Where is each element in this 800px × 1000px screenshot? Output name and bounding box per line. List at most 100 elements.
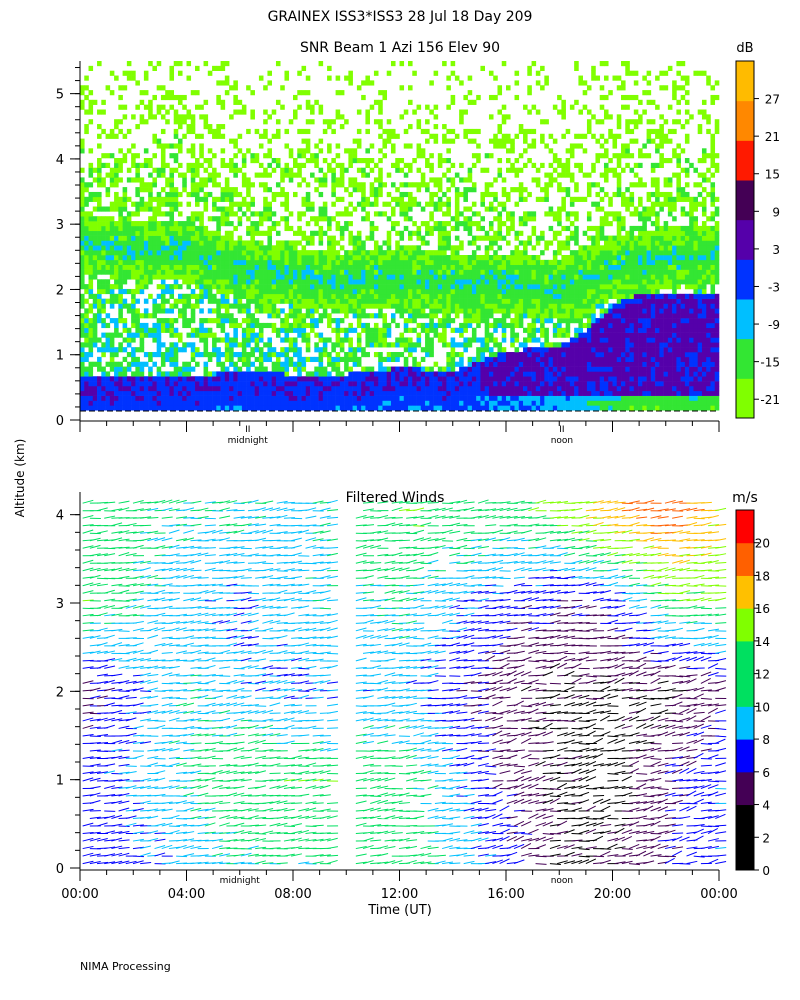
snr-cell	[569, 148, 575, 154]
snr-cell	[182, 114, 187, 120]
snr-cell	[361, 158, 366, 164]
snr-cell	[301, 250, 307, 256]
snr-cell	[561, 109, 566, 115]
snr-cell	[80, 182, 85, 188]
snr-cell	[390, 255, 396, 261]
snr-cell	[271, 303, 277, 309]
snr-cell	[331, 158, 336, 164]
snr-cell	[258, 400, 264, 406]
snr-cell	[531, 211, 537, 217]
snr-cell	[118, 366, 123, 372]
snr-cell	[369, 293, 375, 299]
snr-cell	[565, 288, 571, 295]
snr-cell	[139, 162, 145, 169]
snr-cell	[471, 395, 477, 401]
snr-cell	[412, 347, 417, 353]
snr-cell	[497, 216, 503, 222]
snr-cell	[101, 347, 106, 353]
snr-cell	[173, 143, 179, 149]
snr-cell	[420, 322, 426, 329]
snr-cell	[437, 366, 443, 372]
snr-cell	[506, 308, 511, 314]
snr-cell	[250, 259, 255, 266]
snr-cell	[378, 366, 383, 372]
snr-cell	[446, 274, 451, 280]
snr-cell	[425, 298, 430, 304]
snr-cell	[331, 327, 336, 333]
snr-cell	[173, 94, 179, 101]
snr-cell	[450, 376, 456, 382]
snr-cell	[131, 313, 136, 319]
snr-cell	[348, 288, 353, 295]
snr-cell	[280, 390, 285, 396]
snr-cell	[318, 318, 324, 324]
snr-cell	[561, 279, 566, 285]
snr-cell	[523, 356, 528, 363]
snr-cell	[293, 191, 298, 198]
snr-cell	[506, 85, 511, 91]
snr-cell	[80, 191, 85, 198]
snr-cell	[442, 327, 447, 333]
snr-cell	[220, 293, 226, 299]
snr-cell	[557, 284, 562, 290]
snr-cell	[493, 371, 498, 377]
snr-cell	[156, 230, 162, 236]
snr-cell	[195, 293, 200, 299]
snr-cell	[297, 371, 302, 377]
snr-cell	[540, 65, 545, 72]
snr-cell	[250, 230, 255, 236]
snr-cell	[271, 376, 277, 382]
snr-cell	[344, 390, 349, 396]
snr-cell	[476, 385, 481, 392]
snr-cell	[378, 361, 383, 367]
snr-cell	[135, 191, 140, 198]
snr-cell	[250, 250, 255, 256]
snr-cell	[199, 385, 204, 392]
snr-cell	[305, 206, 311, 212]
snr-cell	[122, 196, 128, 202]
snr-cell	[318, 381, 324, 387]
snr-cell	[335, 259, 341, 266]
snr-cell	[203, 235, 209, 241]
snr-cell	[501, 221, 507, 227]
snr-cell	[288, 119, 294, 125]
snr-cell	[348, 395, 353, 401]
snr-cell	[344, 366, 349, 372]
snr-cell	[574, 395, 579, 401]
snr-cell	[177, 94, 183, 101]
snr-cell	[233, 332, 238, 338]
snr-cell	[97, 385, 102, 392]
snr-cell	[510, 148, 515, 154]
snr-cell	[356, 385, 362, 392]
snr-cell	[373, 390, 379, 396]
snr-cell	[169, 153, 175, 159]
snr-cell	[335, 279, 341, 285]
snr-cell	[80, 259, 85, 266]
snr-cell	[395, 371, 400, 377]
snr-cell	[310, 250, 315, 256]
snr-cell	[190, 250, 196, 256]
snr-cell	[216, 182, 221, 188]
snr-cell	[373, 279, 379, 285]
snr-cell	[378, 274, 383, 280]
snr-cell	[310, 313, 315, 319]
snr-cell	[220, 381, 226, 387]
snr-cell	[514, 308, 520, 314]
snr-cell	[152, 332, 157, 338]
snr-cell	[246, 313, 251, 319]
snr-cell	[484, 337, 490, 343]
snr-cell	[378, 104, 383, 110]
snr-cell	[548, 366, 554, 372]
snr-cell	[352, 347, 358, 353]
snr-cell	[574, 400, 579, 406]
snr-cell	[412, 381, 417, 387]
snr-cell	[139, 235, 145, 241]
snr-cell	[527, 70, 532, 76]
snr-cell	[446, 288, 451, 295]
snr-cell	[267, 322, 272, 329]
snr-cell	[501, 303, 507, 309]
snr-cell	[148, 279, 153, 285]
snr-cell	[373, 201, 379, 207]
snr-cell	[348, 308, 353, 314]
snr-cell	[467, 255, 473, 261]
